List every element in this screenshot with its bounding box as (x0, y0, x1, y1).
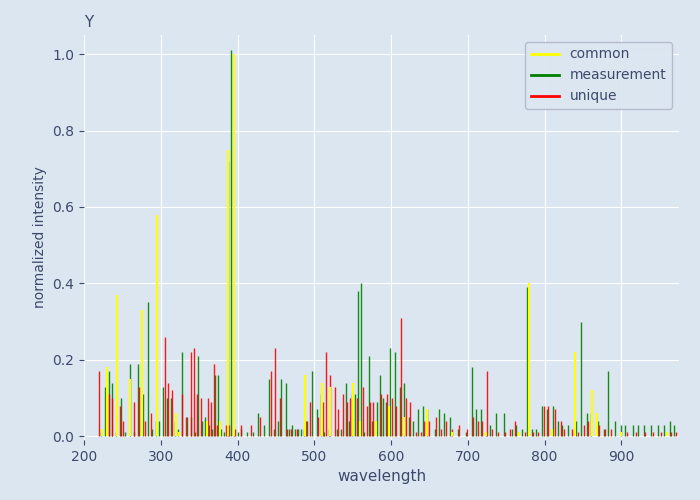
Legend: common, measurement, unique: common, measurement, unique (525, 42, 672, 109)
X-axis label: wavelength: wavelength (337, 470, 426, 484)
Y-axis label: normalized intensity: normalized intensity (33, 166, 47, 308)
Text: Y: Y (84, 14, 93, 30)
